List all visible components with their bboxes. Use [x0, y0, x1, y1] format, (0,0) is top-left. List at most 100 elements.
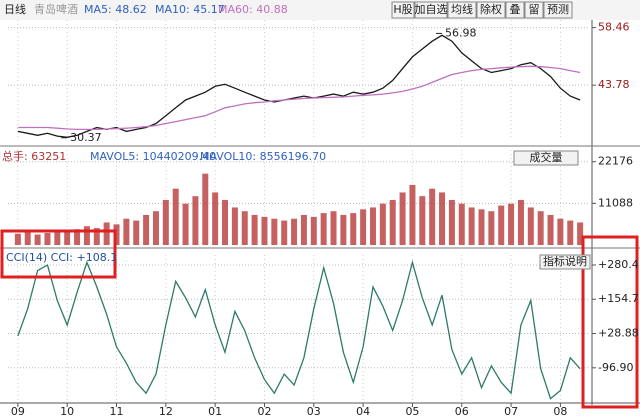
volume-bar [182, 203, 189, 245]
volume-bar [567, 220, 574, 245]
readout: MA10: 45.17 [155, 3, 225, 16]
panel-button[interactable]: 指标说明 [539, 254, 591, 270]
volume-bar [271, 218, 278, 245]
readout: 总手: 63251 [2, 149, 66, 163]
volume-bar [557, 218, 564, 245]
volume-bar [577, 222, 584, 245]
y-tick-label: 11088 [598, 196, 633, 209]
volume-bar [222, 199, 229, 245]
button-label: 加自选 [415, 3, 448, 16]
volume-bar [74, 229, 81, 245]
volume-bar [478, 209, 485, 245]
annotation-label: 56.98 [445, 26, 477, 39]
button-label: 成交量 [530, 150, 563, 164]
toolbar-button[interactable]: 留 [524, 1, 544, 19]
volume-bar [468, 207, 475, 245]
volume-bar [212, 192, 219, 245]
volume-bar [113, 224, 120, 245]
button-frame [543, 1, 573, 19]
button-frame [391, 1, 415, 19]
x-tick-label: 10 [60, 405, 74, 418]
volume-bar [429, 188, 436, 245]
volume-bar [123, 218, 130, 245]
panel-button[interactable]: 成交量 [513, 150, 579, 166]
volume-bar [360, 209, 367, 245]
volume-bar [369, 207, 376, 245]
volume-bar [458, 203, 465, 245]
highlight-box [581, 235, 639, 409]
button-frame [505, 1, 525, 19]
toolbar-button[interactable]: 预测 [543, 1, 573, 19]
volume-bar [389, 199, 396, 245]
volume-bar [231, 207, 238, 245]
volume-bar [34, 234, 41, 245]
volume-bar [261, 216, 268, 245]
readout: MAVOL10: 8556196.70 [200, 150, 326, 163]
volume-bar [251, 214, 258, 245]
volume-bar [340, 214, 347, 245]
annotation-label: 30.37 [70, 131, 102, 144]
volume-bar [310, 216, 317, 245]
button-label: 除权 [480, 2, 502, 16]
volume-bar [330, 211, 337, 245]
readout: CCI(14) CCI: +108.1 [6, 251, 117, 264]
volume-bar [281, 220, 288, 245]
toolbar-button[interactable]: 均线 [447, 1, 477, 19]
readout: MAVOL5: 10440209.40 [90, 150, 216, 163]
button-label: 预测 [547, 3, 569, 16]
x-tick-label: 11 [110, 405, 124, 418]
volume-bar [291, 218, 298, 245]
volume-bar [498, 205, 505, 245]
y-tick-label: +154.7 [598, 292, 639, 305]
x-tick-label: 01 [208, 405, 222, 418]
volume-bar [192, 196, 199, 245]
series-line [17, 259, 581, 400]
button-frame [476, 1, 506, 19]
volume-bar [448, 199, 455, 245]
button-label: 均线 [451, 2, 473, 16]
button-frame [447, 1, 477, 19]
volume-bar [103, 222, 110, 245]
volume-bar [14, 233, 21, 245]
volume-bar [419, 196, 426, 245]
x-tick-label: 09 [11, 405, 25, 418]
button-label: H股 [393, 3, 412, 16]
volume-bar [439, 192, 446, 245]
volume-bar [44, 232, 51, 245]
period-label: 日线 [4, 2, 26, 16]
readout: MA5: 48.62 [84, 3, 147, 16]
volume-bar [93, 228, 100, 245]
button-label: 叠 [510, 3, 521, 16]
volume-bar [64, 230, 71, 245]
stock-name: 青岛啤酒 [34, 2, 78, 16]
volume-bar [320, 213, 327, 245]
readout: MA60: 40.88 [218, 3, 288, 16]
button-frame [414, 1, 448, 19]
volume-bar [143, 214, 150, 245]
volume-bar [54, 229, 61, 245]
x-tick-label: 12 [159, 405, 173, 418]
toolbar-button[interactable]: 除权 [476, 1, 506, 19]
toolbar-button[interactable]: 叠 [505, 1, 525, 19]
volume-bar [547, 214, 554, 245]
volume-bar [379, 203, 386, 245]
y-tick-label: 43.78 [598, 78, 630, 91]
button-label: 留 [529, 3, 540, 16]
volume-bar [537, 211, 544, 245]
volume-bar [300, 214, 307, 245]
volume-bar [202, 173, 209, 245]
toolbar-button[interactable]: H股 [391, 1, 415, 19]
x-tick-label: 07 [504, 405, 518, 418]
volume-bar [83, 226, 90, 245]
x-tick-label: 04 [356, 405, 370, 418]
volume-bar [517, 199, 524, 245]
volume-bar [133, 220, 140, 245]
button-frame [513, 150, 579, 166]
toolbar-button[interactable]: 加自选 [414, 1, 448, 19]
volume-bar [399, 192, 406, 245]
volume-bar [350, 213, 357, 245]
volume-bar [409, 184, 416, 245]
highlight-box [0, 229, 117, 279]
volume-bar [527, 207, 534, 245]
volume-bar [241, 211, 248, 245]
